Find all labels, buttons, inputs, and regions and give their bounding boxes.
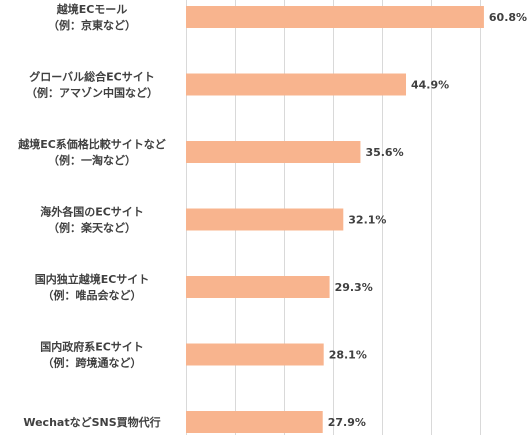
bar <box>186 411 323 433</box>
bars <box>186 6 484 433</box>
value-label: 44.9% <box>411 79 449 92</box>
bar <box>186 73 407 96</box>
category-label: 国内政府系ECサイト （例：跨境通など） <box>40 340 144 370</box>
value-label: 27.9% <box>328 416 366 429</box>
category-label-line: WechatなどSNS買物代行 <box>23 415 160 429</box>
bar <box>186 343 324 366</box>
category-label-line: グローバル総合ECサイト <box>29 70 154 84</box>
category-label-line: 海外各国のECサイト <box>40 205 144 219</box>
value-label: 32.1% <box>348 214 386 227</box>
value-label: 28.1% <box>329 349 367 362</box>
value-label: 29.3% <box>335 281 373 294</box>
category-label-line: 越境EC系価格比較サイトなど <box>17 137 166 151</box>
bar <box>186 6 484 28</box>
category-label-line: （例：楽天など） <box>48 221 136 235</box>
category-label: WechatなどSNS買物代行 <box>23 415 160 429</box>
category-label: 国内独立越境ECサイト （例：唯品会など） <box>35 272 150 302</box>
bar <box>186 276 330 298</box>
category-label: 越境EC系価格比較サイトなど （例：一淘など） <box>17 137 166 167</box>
category-label-line: 国内政府系ECサイト <box>40 340 144 354</box>
category-label: 海外各国のECサイト （例：楽天など） <box>40 205 144 235</box>
category-label-line: （例：アマゾン中国など） <box>26 86 158 100</box>
value-label: 35.6% <box>365 146 403 159</box>
category-label-line: 越境ECモール <box>56 2 128 16</box>
category-label-line: （例：唯品会など） <box>43 288 142 302</box>
category-label-line: （例：京東など） <box>48 18 136 32</box>
category-label: 越境ECモール （例：京東など） <box>48 2 136 32</box>
category-label-line: （例：跨境通など） <box>43 356 142 370</box>
category-labels: 越境ECモール （例：京東など） グローバル総合ECサイト （例：アマゾン中国など） 越… <box>17 2 166 429</box>
category-label: グローバル総合ECサイト （例：アマゾン中国など） <box>26 70 158 100</box>
bar <box>186 141 361 163</box>
category-label-line: 国内独立越境ECサイト <box>35 272 150 286</box>
bar <box>186 208 344 231</box>
value-label: 60.8% <box>489 11 527 24</box>
value-labels: 60.8% 44.9% 35.6% 32.1% 29.3% 28.1% 27.9% <box>328 11 527 429</box>
category-label-line: （例：一淘など） <box>48 153 136 167</box>
